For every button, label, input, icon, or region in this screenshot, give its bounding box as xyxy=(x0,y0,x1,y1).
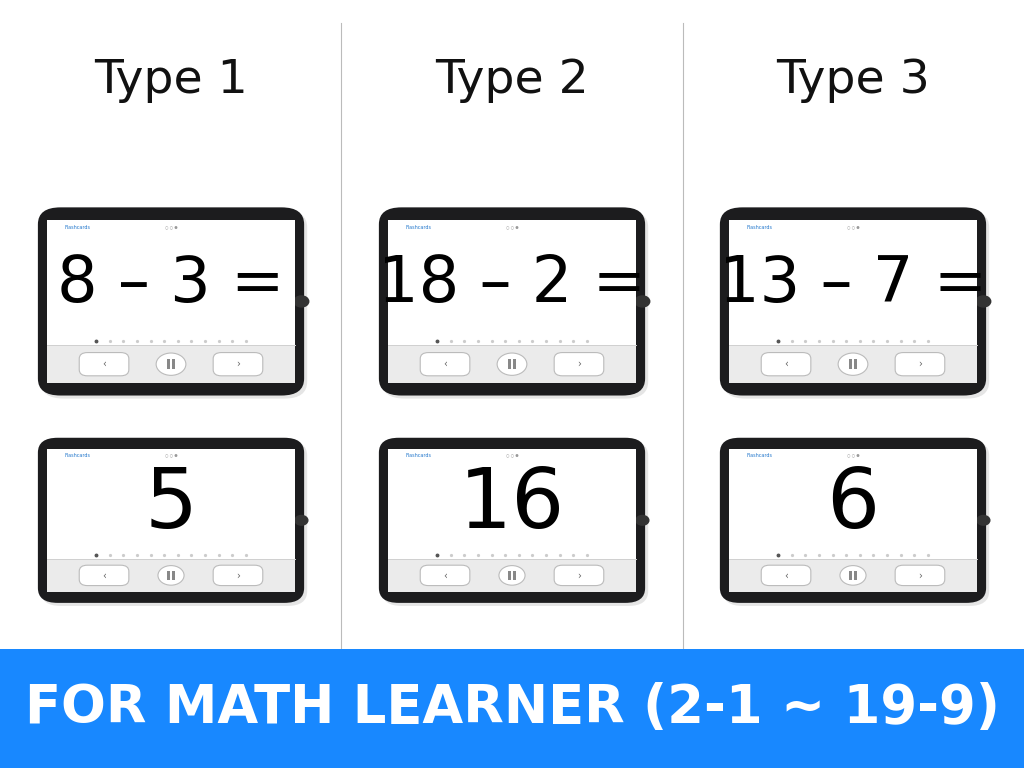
Text: Type 2: Type 2 xyxy=(435,58,589,103)
FancyBboxPatch shape xyxy=(382,441,648,606)
FancyBboxPatch shape xyxy=(723,210,989,399)
FancyBboxPatch shape xyxy=(38,438,304,603)
Circle shape xyxy=(838,353,868,376)
Text: ‹: ‹ xyxy=(443,571,446,581)
FancyBboxPatch shape xyxy=(895,565,945,585)
Bar xyxy=(513,571,515,580)
Circle shape xyxy=(295,515,308,525)
FancyBboxPatch shape xyxy=(554,353,604,376)
Circle shape xyxy=(977,515,990,525)
Text: ›: › xyxy=(578,359,581,369)
Text: 8 – 3 =: 8 – 3 = xyxy=(57,253,285,315)
Text: ›: › xyxy=(919,359,922,369)
Text: Type 3: Type 3 xyxy=(776,58,930,103)
Bar xyxy=(47,220,295,383)
Bar xyxy=(854,359,857,369)
Text: 18 – 2 =: 18 – 2 = xyxy=(378,253,646,315)
FancyBboxPatch shape xyxy=(554,565,604,585)
Text: ›: › xyxy=(578,571,581,581)
Text: ○ ○ ●: ○ ○ ● xyxy=(165,225,177,230)
FancyBboxPatch shape xyxy=(720,207,986,396)
Bar xyxy=(47,346,295,383)
FancyBboxPatch shape xyxy=(761,353,811,376)
Bar xyxy=(167,359,170,369)
FancyBboxPatch shape xyxy=(379,438,645,603)
Text: Flashcards: Flashcards xyxy=(746,225,772,230)
FancyBboxPatch shape xyxy=(379,207,645,396)
Text: 6: 6 xyxy=(826,465,880,545)
Bar xyxy=(729,346,977,383)
Circle shape xyxy=(840,565,866,585)
Bar xyxy=(513,359,516,369)
Bar xyxy=(849,359,852,369)
Bar xyxy=(850,571,852,580)
FancyBboxPatch shape xyxy=(79,353,129,376)
Bar xyxy=(47,449,295,592)
FancyBboxPatch shape xyxy=(79,565,129,585)
Text: Flashcards: Flashcards xyxy=(65,453,90,458)
Text: ‹: ‹ xyxy=(784,359,787,369)
Text: ‹: ‹ xyxy=(102,571,105,581)
FancyBboxPatch shape xyxy=(895,353,945,376)
Circle shape xyxy=(499,565,525,585)
Circle shape xyxy=(976,296,991,307)
Circle shape xyxy=(294,296,309,307)
Text: FOR MATH LEARNER (2-1 ~ 19-9): FOR MATH LEARNER (2-1 ~ 19-9) xyxy=(25,683,999,734)
Bar xyxy=(729,559,977,592)
Bar xyxy=(172,359,175,369)
FancyBboxPatch shape xyxy=(213,565,263,585)
Circle shape xyxy=(158,565,184,585)
Text: Flashcards: Flashcards xyxy=(406,225,431,230)
Text: 13 – 7 =: 13 – 7 = xyxy=(719,253,987,315)
Circle shape xyxy=(635,296,650,307)
Text: ○ ○ ●: ○ ○ ● xyxy=(847,453,859,457)
Text: ›: › xyxy=(919,571,922,581)
FancyBboxPatch shape xyxy=(38,207,304,396)
FancyBboxPatch shape xyxy=(213,353,263,376)
Text: ‹: ‹ xyxy=(443,359,446,369)
Bar xyxy=(388,559,636,592)
Text: Flashcards: Flashcards xyxy=(406,453,431,458)
Bar xyxy=(729,220,977,383)
Text: 5: 5 xyxy=(144,465,198,545)
Text: ‹: ‹ xyxy=(784,571,787,581)
Text: Type 1: Type 1 xyxy=(94,58,248,103)
FancyBboxPatch shape xyxy=(723,441,989,606)
FancyBboxPatch shape xyxy=(382,210,648,399)
Bar xyxy=(172,571,174,580)
Text: ‹: ‹ xyxy=(102,359,105,369)
Bar xyxy=(47,559,295,592)
Bar xyxy=(388,220,636,383)
Bar xyxy=(508,359,511,369)
Text: ○ ○ ●: ○ ○ ● xyxy=(847,225,859,230)
FancyBboxPatch shape xyxy=(761,565,811,585)
Bar xyxy=(168,571,170,580)
Bar xyxy=(0,649,1024,768)
Bar xyxy=(388,346,636,383)
Circle shape xyxy=(156,353,186,376)
FancyBboxPatch shape xyxy=(720,438,986,603)
FancyBboxPatch shape xyxy=(41,210,307,399)
FancyBboxPatch shape xyxy=(420,565,470,585)
Text: ›: › xyxy=(237,359,240,369)
Text: ○ ○ ●: ○ ○ ● xyxy=(165,453,177,457)
Text: ○ ○ ●: ○ ○ ● xyxy=(506,225,518,230)
Bar xyxy=(509,571,511,580)
Text: Flashcards: Flashcards xyxy=(746,453,772,458)
Circle shape xyxy=(636,515,649,525)
Text: ›: › xyxy=(237,571,240,581)
Bar xyxy=(854,571,856,580)
Circle shape xyxy=(497,353,527,376)
Bar xyxy=(388,449,636,592)
FancyBboxPatch shape xyxy=(41,441,307,606)
Text: Flashcards: Flashcards xyxy=(65,225,90,230)
Text: ○ ○ ●: ○ ○ ● xyxy=(506,453,518,457)
FancyBboxPatch shape xyxy=(420,353,470,376)
Bar xyxy=(729,449,977,592)
Text: 16: 16 xyxy=(459,465,565,545)
